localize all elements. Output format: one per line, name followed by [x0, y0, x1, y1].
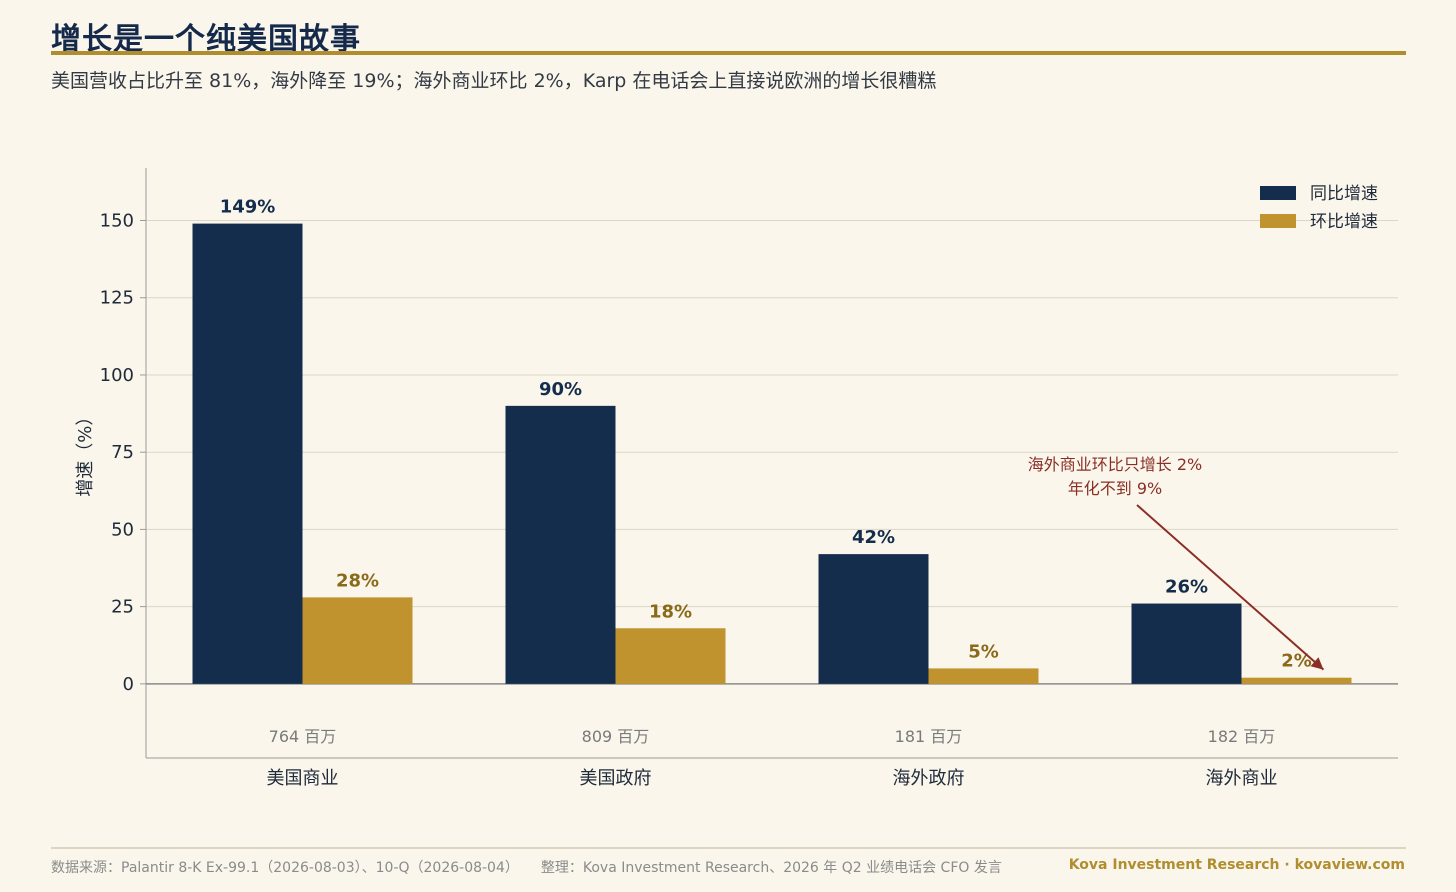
bar — [615, 628, 726, 684]
annotation-text: 年化不到 9% — [1068, 479, 1162, 498]
legend-label: 环比增速 — [1310, 212, 1378, 232]
y-tick-label: 50 — [111, 519, 134, 540]
bar-value-label: 26% — [1165, 577, 1208, 598]
bar — [928, 668, 1039, 684]
y-tick-label: 25 — [111, 597, 134, 618]
x-tick-label: 美国商业 — [267, 768, 339, 789]
x-tick-label: 海外商业 — [1206, 768, 1278, 789]
y-tick-label: 150 — [100, 211, 134, 232]
footer-divider — [51, 847, 1406, 849]
bar — [1241, 677, 1352, 684]
bar — [302, 597, 413, 684]
bar-value-label: 90% — [539, 379, 582, 400]
compiled-note: 整理：Kova Investment Research、2026 年 Q2 业绩… — [540, 860, 1002, 876]
bar — [818, 554, 929, 684]
x-tick-label: 美国政府 — [580, 768, 652, 789]
bar — [1131, 603, 1242, 684]
bar-value-label: 149% — [220, 197, 276, 218]
bar-value-label: 2% — [1281, 651, 1312, 672]
y-tick-label: 125 — [100, 288, 134, 309]
y-tick-label: 75 — [111, 442, 134, 463]
annotation-arrow — [1136, 504, 1325, 671]
y-tick-label: 0 — [123, 674, 134, 695]
x-tick-label: 海外政府 — [893, 768, 965, 789]
revenue-label: 809 百万 — [582, 727, 650, 746]
title-divider — [51, 51, 1406, 55]
bar-value-label: 28% — [336, 570, 379, 591]
y-tick-label: 100 — [100, 365, 134, 386]
bar-value-label: 42% — [852, 527, 895, 548]
revenue-label: 764 百万 — [269, 727, 337, 746]
revenue-label: 182 百万 — [1208, 727, 1276, 746]
footer-brand: Kova Investment Research · kovaview.com — [1068, 857, 1405, 873]
legend-swatch — [1260, 214, 1296, 228]
revenue-label: 181 百万 — [895, 727, 963, 746]
footer-source: 数据来源：Palantir 8-K Ex-99.1（2026-08-03）、10… — [51, 857, 1002, 877]
annotation-text: 海外商业环比只增长 2% — [1028, 455, 1202, 474]
page-subtitle: 美国营收占比升至 81%，海外降至 19%；海外商业环比 2%，Karp 在电话… — [51, 70, 937, 92]
source-note: 数据来源：Palantir 8-K Ex-99.1（2026-08-03）、10… — [51, 860, 519, 876]
bar-value-label: 18% — [649, 601, 692, 622]
legend-label: 同比增速 — [1310, 184, 1378, 204]
annotation-arrowhead — [1310, 657, 1324, 670]
bar — [505, 405, 616, 684]
bar-value-label: 5% — [968, 641, 999, 662]
y-axis-title: 增速（%） — [75, 408, 96, 497]
bar — [192, 223, 303, 684]
legend-swatch — [1260, 186, 1296, 200]
